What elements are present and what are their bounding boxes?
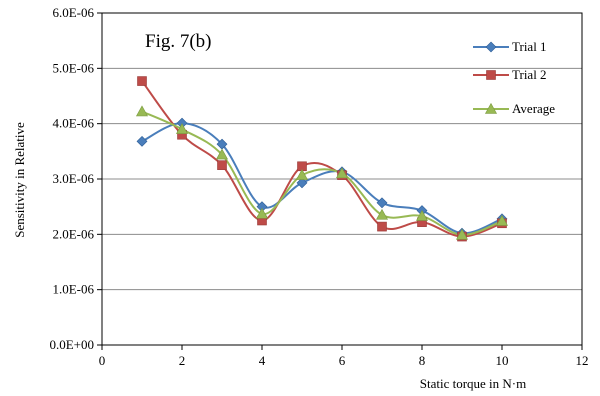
y-tick-label-5: 5.0E-06 <box>52 60 94 75</box>
legend-item-trial-2: Trial 2 <box>473 67 547 82</box>
data-point-average-8 <box>415 209 429 221</box>
data-point-average-6 <box>335 167 349 179</box>
legend-marker-trial-2 <box>486 70 496 80</box>
y-tick-label-2: 2.0E-06 <box>52 226 94 241</box>
x-tick-label-6: 12 <box>576 353 589 368</box>
data-point-trial-1-5 <box>296 177 308 189</box>
data-point-average-5 <box>295 169 309 180</box>
x-axis-title: Static torque in N·m <box>420 376 527 391</box>
legend-label-trial-2: Trial 2 <box>512 67 547 82</box>
data-point-trial-1-1 <box>136 135 148 147</box>
series-line-trial-2 <box>141 80 503 238</box>
legend-marker-average <box>484 102 498 114</box>
data-point-average-9 <box>455 228 469 240</box>
legend-label-average: Average <box>512 101 555 116</box>
legend-symbol-average <box>484 102 498 114</box>
y-tick-label-0: 0.0E+00 <box>49 337 94 352</box>
data-point-average-4 <box>255 207 269 219</box>
legend: Trial 1 Trial 2 Average <box>473 39 555 116</box>
data-series <box>141 80 503 238</box>
data-point-average-2 <box>175 123 189 134</box>
y-tick-label-4: 4.0E-06 <box>52 116 94 131</box>
x-tick-label-4: 8 <box>419 353 426 368</box>
data-point-average-3 <box>215 148 229 160</box>
axes <box>97 12 583 350</box>
x-tick-label-2: 4 <box>259 353 266 368</box>
y-tick-label-6: 6.0E-06 <box>52 5 94 20</box>
series-line-trial-1 <box>141 122 503 235</box>
x-tick-label-0: 0 <box>99 353 106 368</box>
x-tick-label-5: 10 <box>496 353 509 368</box>
data-point-trial-2-3 <box>217 160 227 170</box>
data-point-trial-2-7 <box>377 221 387 232</box>
x-tick-label-1: 2 <box>179 353 186 368</box>
tick-labels: 0.0E+00 1.0E-06 2.0E-06 3.0E-06 4.0E-06 5.0E-… <box>49 5 588 368</box>
legend-marker-trial-1 <box>485 41 497 53</box>
data-point-average-7 <box>375 208 389 220</box>
legend-item-average: Average <box>473 101 555 116</box>
x-tick-label-3: 6 <box>339 353 346 368</box>
data-point-average-1 <box>135 105 149 117</box>
chart-title: Fig. 7(b) <box>145 31 212 52</box>
grid-lines <box>102 12 582 291</box>
plot-area-frame <box>101 12 583 346</box>
legend-item-trial-1: Trial 1 <box>473 39 547 54</box>
series-line-average <box>141 110 503 236</box>
data-point-trial-2-1 <box>137 76 147 86</box>
y-axis-title: Sensitivity in Relative <box>12 122 27 238</box>
legend-label-trial-1: Trial 1 <box>512 39 547 54</box>
y-tick-label-3: 3.0E-06 <box>52 171 94 186</box>
legend-symbol-trial-1 <box>485 41 497 53</box>
data-markers <box>135 76 509 242</box>
data-point-average-10 <box>495 214 509 226</box>
y-tick-label-1: 1.0E-06 <box>52 282 94 297</box>
legend-symbol-trial-2 <box>486 70 496 80</box>
data-point-trial-1-7 <box>376 197 388 209</box>
